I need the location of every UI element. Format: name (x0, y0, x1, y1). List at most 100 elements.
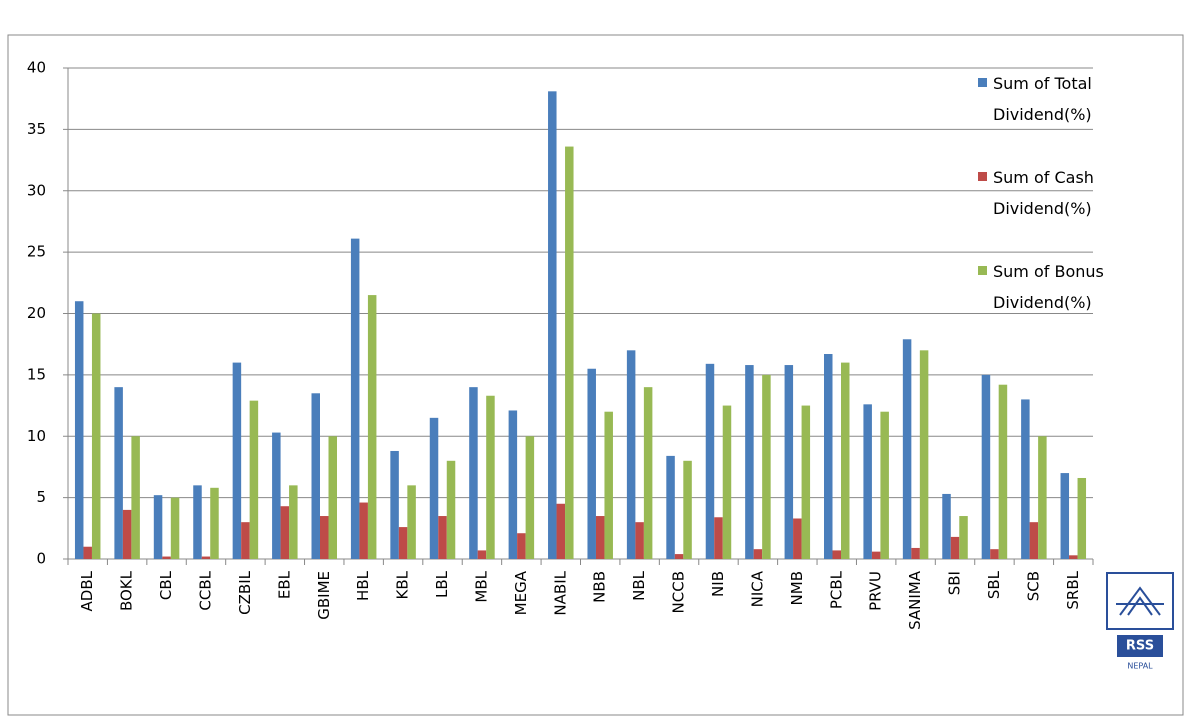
bar (548, 91, 557, 559)
x-tick-label: NICA (748, 570, 766, 607)
y-tick-label: 0 (36, 550, 46, 568)
bar (210, 487, 219, 559)
bar (753, 549, 763, 559)
y-tick-label: 25 (27, 243, 46, 261)
bar (193, 485, 202, 559)
bar (249, 400, 259, 559)
bar (114, 387, 123, 559)
bar (990, 549, 999, 559)
legend-swatch (978, 78, 987, 87)
x-tick-label: CZBIL (236, 570, 254, 614)
bar (871, 551, 881, 559)
x-tick-label: PCBL (827, 570, 845, 609)
bar (289, 485, 298, 559)
logo-emblem (1106, 572, 1174, 630)
bar (91, 313, 101, 559)
bar (320, 516, 329, 559)
bar (841, 362, 850, 559)
x-tick-label: NABIL (551, 570, 569, 615)
x-tick-label: NBL (630, 570, 648, 601)
bar (998, 384, 1008, 559)
bar (517, 533, 526, 559)
bar (1029, 522, 1039, 559)
x-tick-label: MBL (472, 570, 490, 602)
x-tick-label: CBL (157, 570, 175, 600)
bar (981, 374, 991, 559)
bar (626, 350, 636, 559)
y-tick-label: 10 (27, 427, 46, 445)
legend-item: Sum of Total Dividend(%) (975, 68, 1125, 130)
bar (153, 495, 163, 559)
bar (407, 485, 416, 559)
bar (880, 411, 889, 559)
bar (643, 387, 653, 559)
bar (902, 339, 912, 559)
bar (131, 436, 140, 559)
bar (824, 354, 833, 559)
bar (722, 405, 732, 559)
bar (745, 365, 754, 559)
x-tick-label: CCBL (196, 570, 214, 610)
y-tick-label: 15 (27, 365, 46, 383)
bar (919, 350, 929, 559)
bar (350, 238, 360, 559)
legend-label: Sum of Total Dividend(%) (993, 74, 1092, 124)
bar (635, 522, 644, 559)
bar (911, 547, 920, 559)
bar (170, 497, 180, 559)
logo-mark (1116, 586, 1164, 616)
x-tick-label: ADBL (78, 570, 96, 611)
x-tick-label: BOKL (118, 570, 136, 611)
y-tick-label: 35 (27, 120, 46, 138)
legend-item: Sum of Bonus Dividend(%) (975, 256, 1125, 318)
bar (162, 556, 171, 559)
bar (328, 436, 337, 559)
bar (832, 550, 841, 559)
bar (801, 405, 811, 559)
bar (714, 517, 723, 559)
bar (950, 536, 960, 559)
legend-label: Sum of Cash Dividend(%) (993, 168, 1094, 218)
x-tick-label: GBIME (315, 571, 333, 620)
bar (232, 362, 242, 559)
bar (272, 432, 281, 559)
bar (477, 550, 487, 559)
bar (784, 365, 794, 559)
logo-text: RSS (1126, 639, 1154, 654)
bar (390, 450, 399, 559)
x-tick-label: LBL (433, 570, 451, 598)
bar (705, 363, 715, 559)
y-tick-label: 30 (27, 181, 46, 199)
x-tick-label: HBL (354, 570, 372, 601)
logo-subtext: NEPAL (1127, 662, 1153, 671)
bar (666, 455, 675, 559)
bar (604, 411, 613, 559)
x-tick-label: SBI (946, 571, 964, 595)
x-tick-label: SRBL (1064, 570, 1082, 609)
x-tick-label: SCB (1024, 571, 1042, 601)
bar (1077, 477, 1087, 559)
bar (959, 516, 968, 559)
bar (525, 436, 535, 559)
bar (311, 393, 320, 559)
bar (486, 395, 495, 559)
bar (762, 374, 771, 559)
logo: RSS NEPAL (1106, 572, 1174, 671)
bar (280, 506, 290, 559)
bar (367, 295, 377, 559)
x-tick-label: NMB (788, 571, 806, 605)
legend-item: Sum of Cash Dividend(%) (975, 162, 1125, 224)
x-tick-label: NBB (591, 571, 609, 603)
x-tick-label: NIB (709, 571, 727, 597)
bar (674, 554, 684, 559)
bar (595, 516, 605, 559)
legend-swatch (978, 266, 987, 275)
x-tick-label: PRVU (867, 571, 885, 611)
bar (587, 368, 596, 559)
bar (1069, 555, 1078, 559)
bar (793, 518, 802, 559)
bar (359, 502, 368, 559)
bar (469, 387, 478, 559)
legend-label: Sum of Bonus Dividend(%) (993, 262, 1104, 312)
